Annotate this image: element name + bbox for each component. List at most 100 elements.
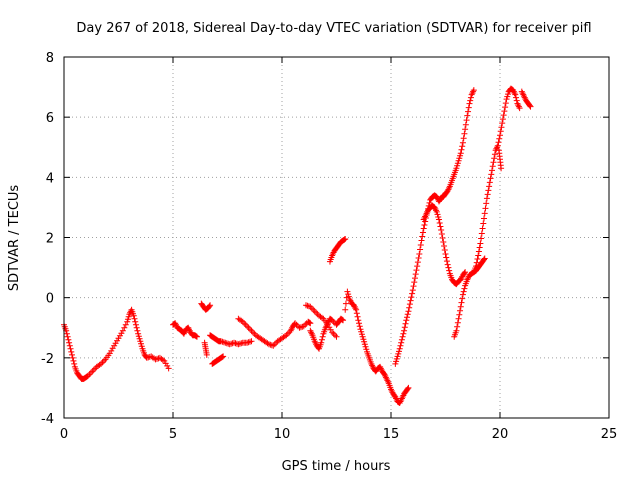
data-point [502, 100, 509, 107]
data-point [415, 255, 422, 262]
data-point [228, 340, 235, 347]
data-point [339, 316, 346, 323]
data-point [193, 333, 200, 340]
data-point [462, 121, 469, 128]
data-point [470, 88, 477, 95]
data-point [483, 200, 490, 207]
data-point [136, 335, 143, 342]
x-tick-labels: 0 5 10 15 20 25 [60, 427, 617, 442]
data-point [418, 237, 425, 244]
data-point [138, 340, 145, 347]
data-point [333, 333, 340, 340]
data-point [398, 339, 405, 346]
data-point [244, 323, 251, 330]
data-point [489, 167, 496, 174]
data-point [499, 116, 506, 123]
data-point [340, 317, 347, 324]
data-point [397, 342, 404, 349]
data-point [361, 338, 368, 345]
data-point [438, 226, 445, 233]
x-tick-label: 15 [383, 427, 400, 442]
data-point [124, 318, 131, 325]
data-point [319, 333, 326, 340]
data-point [526, 102, 533, 109]
data-point [440, 239, 447, 246]
data-point [435, 213, 442, 220]
axis-ticks [63, 56, 610, 419]
data-point [327, 316, 334, 323]
data-point [245, 324, 252, 331]
y-tick-label: 8 [46, 51, 54, 66]
y-tick-label: 0 [46, 292, 54, 307]
data-point [247, 326, 254, 333]
data-point [70, 357, 77, 364]
data-point [489, 163, 496, 170]
data-point [481, 256, 488, 263]
data-point [222, 339, 229, 346]
data-point [482, 205, 489, 212]
data-point [462, 269, 469, 276]
data-point [111, 342, 118, 349]
data-point [220, 339, 227, 346]
data-point [63, 330, 70, 337]
data-point [342, 236, 349, 243]
data-point [203, 351, 210, 358]
data-point [504, 91, 511, 98]
data-point [491, 155, 498, 162]
data-point [499, 120, 506, 127]
data-point [480, 220, 487, 227]
data-point [220, 353, 227, 360]
data-point [404, 385, 411, 392]
data-point [446, 267, 453, 274]
data-point [345, 293, 352, 300]
data-point [461, 270, 468, 277]
data-point [476, 244, 483, 251]
data-point [481, 255, 488, 262]
data-point [463, 117, 470, 124]
data-point [121, 324, 128, 331]
data-point [162, 360, 169, 367]
data-point [271, 341, 278, 348]
data-point [459, 139, 466, 146]
data-point [527, 103, 534, 110]
data-point [342, 306, 349, 313]
data-point [501, 108, 508, 115]
data-point [354, 313, 361, 320]
data-point [490, 159, 497, 166]
data-point [65, 336, 72, 343]
data-point [192, 332, 199, 339]
data-point [444, 261, 451, 268]
data-point [406, 304, 413, 311]
data-point [119, 327, 126, 334]
data-point [441, 243, 448, 250]
data-point [393, 355, 400, 362]
y-tick-label: 2 [46, 232, 54, 247]
data-point [394, 353, 401, 360]
data-point [130, 312, 137, 319]
data-point [485, 187, 492, 194]
data-point [340, 237, 347, 244]
data-point [421, 221, 428, 228]
data-point [155, 355, 162, 362]
data-point [419, 229, 426, 236]
data-point [411, 279, 418, 286]
data-point [306, 319, 313, 326]
data-point [311, 308, 318, 315]
data-point [345, 291, 352, 298]
data-point [461, 130, 468, 137]
data-point [454, 162, 461, 169]
data-point [513, 97, 520, 104]
data-point [109, 345, 116, 352]
data-point [435, 216, 442, 223]
data-point [443, 188, 450, 195]
data-point [338, 316, 345, 323]
data-point [488, 171, 495, 178]
data-point [491, 151, 498, 158]
data-point [434, 211, 441, 218]
data-point [437, 223, 444, 230]
data-point [71, 360, 78, 367]
data-point [315, 344, 322, 351]
data-point [410, 283, 417, 290]
data-point [324, 321, 331, 328]
